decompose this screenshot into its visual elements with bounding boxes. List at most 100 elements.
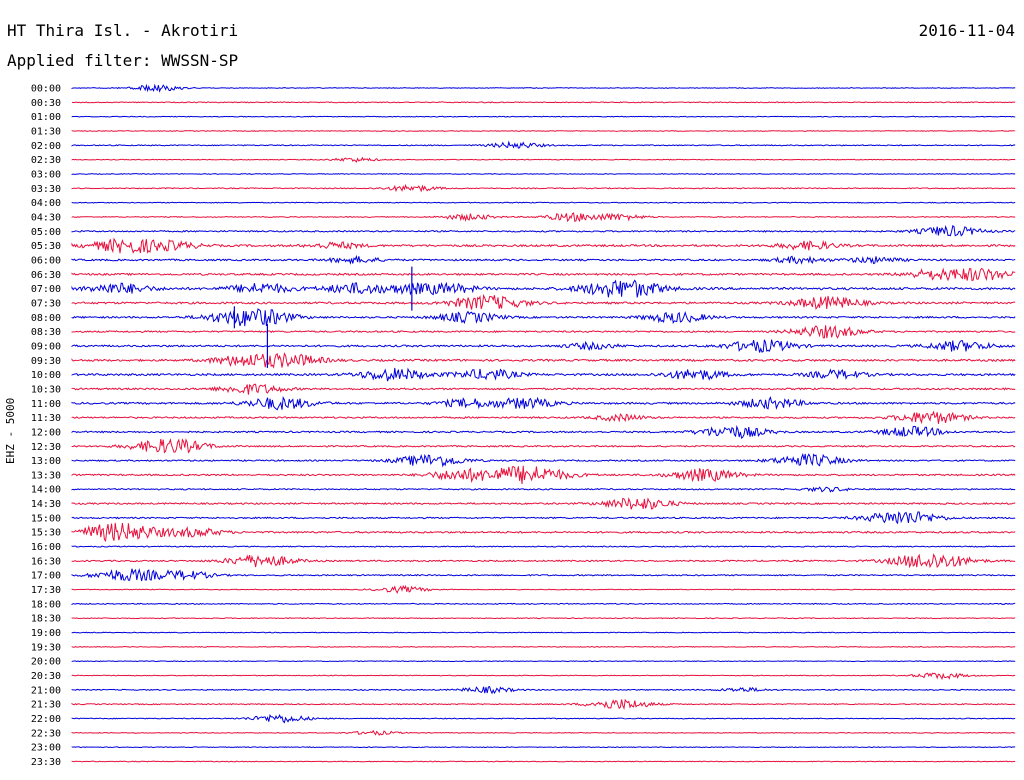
trace-row [71, 115, 1016, 118]
trace-row [71, 237, 1016, 254]
row-time-label: 05:00 [31, 227, 61, 238]
trace-row [71, 83, 1016, 93]
trace-row [71, 511, 1016, 525]
trace-row [71, 486, 1016, 493]
trace-row [71, 553, 1016, 569]
row-time-label: 02:30 [31, 155, 61, 166]
trace-row [71, 212, 1016, 223]
row-time-label: 03:30 [31, 184, 61, 195]
trace-row [71, 367, 1016, 382]
trace-row [71, 130, 1016, 132]
row-time-label: 10:30 [31, 384, 61, 395]
row-time-label: 07:00 [31, 284, 61, 295]
row-time-label: 23:30 [31, 757, 61, 768]
trace-row [71, 324, 1016, 339]
trace-row [71, 660, 1016, 663]
row-time-label: 21:30 [31, 700, 61, 711]
trace-row [71, 698, 1016, 711]
row-time-label: 04:00 [31, 198, 61, 209]
trace-row [71, 631, 1016, 634]
record-date: 2016-11-04 [918, 21, 1015, 40]
row-time-label: 11:30 [31, 413, 61, 424]
row-time-label: 01:30 [31, 126, 61, 137]
trace-row [71, 254, 1016, 265]
trace-row [71, 714, 1016, 724]
row-time-label: 03:00 [31, 169, 61, 180]
trace-row [71, 584, 1016, 594]
row-time-label: 22:00 [31, 714, 61, 725]
trace-row [71, 352, 1016, 369]
row-time-label: 04:30 [31, 212, 61, 223]
trace-row [71, 173, 1016, 175]
row-time-label: 22:30 [31, 728, 61, 739]
row-time-label: 02:00 [31, 141, 61, 152]
trace-row [71, 225, 1016, 237]
row-time-label: 13:30 [31, 470, 61, 481]
trace-row [71, 383, 1016, 395]
trace-row [71, 308, 1016, 327]
row-time-label: 07:30 [31, 298, 61, 309]
row-time-label: 11:00 [31, 399, 61, 410]
trace-row [71, 602, 1016, 606]
row-time-label: 09:30 [31, 356, 61, 367]
trace-row [71, 522, 1016, 543]
trace-row [71, 452, 1016, 468]
trace-row [71, 438, 1016, 454]
row-time-label: 12:00 [31, 427, 61, 438]
trace-row [71, 746, 1016, 749]
trace-row [71, 729, 1016, 736]
row-time-label: 13:00 [31, 456, 61, 467]
row-time-label: 18:30 [31, 614, 61, 625]
trace-row [71, 567, 1016, 582]
row-time-label: 12:30 [31, 442, 61, 453]
trace-row [71, 201, 1016, 204]
station-title: HT Thira Isl. - Akrotiri [7, 21, 239, 40]
trace-row [71, 156, 1016, 163]
trace-row [71, 424, 1016, 440]
row-time-label: 10:00 [31, 370, 61, 381]
trace-row [71, 279, 1016, 298]
trace-row [71, 617, 1016, 620]
filter-label: Applied filter: WWSSN-SP [7, 51, 239, 70]
row-time-label: 17:30 [31, 585, 61, 596]
row-time-label: 16:30 [31, 556, 61, 567]
trace-row [71, 410, 1016, 425]
row-time-label: 17:00 [31, 571, 61, 582]
trace-row [71, 140, 1016, 149]
row-time-label: 00:30 [31, 98, 61, 109]
row-time-label: 19:00 [31, 628, 61, 639]
trace-row [71, 183, 1016, 193]
trace-row [71, 101, 1016, 104]
row-time-label: 08:30 [31, 327, 61, 338]
trace-row [71, 267, 1016, 282]
row-time-label: 15:00 [31, 513, 61, 524]
row-time-label: 18:00 [31, 599, 61, 610]
row-time-label: 21:00 [31, 685, 61, 696]
row-time-label: 05:30 [31, 241, 61, 252]
trace-row [71, 339, 1016, 353]
row-time-label: 06:00 [31, 255, 61, 266]
row-time-label: 16:00 [31, 542, 61, 553]
row-time-label: 14:00 [31, 485, 61, 496]
trace-row [71, 645, 1016, 648]
row-time-label: 01:00 [31, 112, 61, 123]
trace-row [71, 497, 1016, 510]
row-time-label: 08:00 [31, 313, 61, 324]
row-time-label: 14:30 [31, 499, 61, 510]
row-time-label: 20:30 [31, 671, 61, 682]
trace-row [71, 685, 1016, 695]
row-time-label: 19:30 [31, 642, 61, 653]
trace-row [71, 545, 1016, 548]
row-time-label: 09:00 [31, 341, 61, 352]
row-time-label: 23:00 [31, 743, 61, 754]
row-time-label: 00:00 [31, 84, 61, 95]
trace-row [71, 465, 1016, 485]
trace-row [71, 760, 1016, 763]
row-time-label: 06:30 [31, 270, 61, 281]
trace-row [71, 672, 1016, 680]
trace-row [71, 395, 1016, 411]
row-time-label: 15:30 [31, 528, 61, 539]
row-time-label: 20:00 [31, 657, 61, 668]
trace-row [71, 293, 1016, 311]
